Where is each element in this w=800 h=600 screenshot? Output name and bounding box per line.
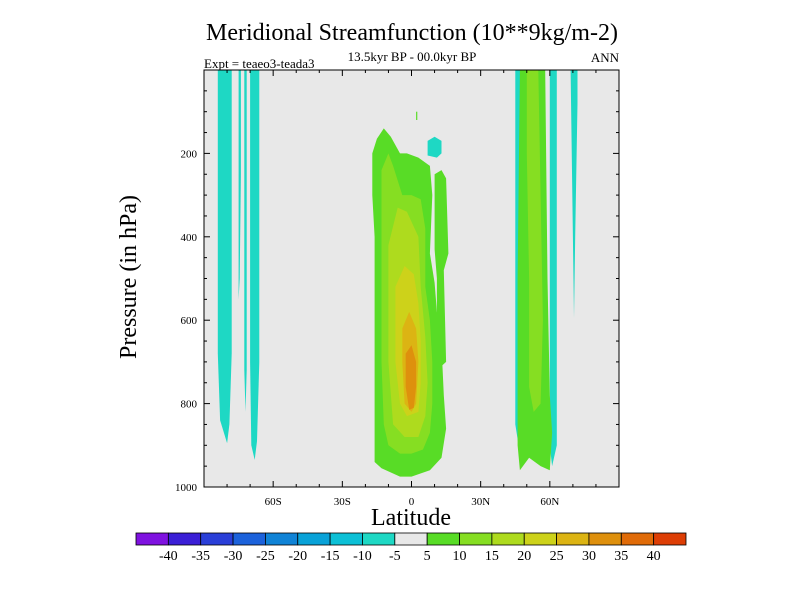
contour-region-cyan-sh-strip-1 xyxy=(217,70,232,444)
y-tick-label: 200 xyxy=(181,148,198,160)
colorbar: -40 -35 -30 -25 -20 -15 -10 -5 5 10 15 20 25 30 35 40 xyxy=(135,532,687,564)
colorbar-label: -20 xyxy=(288,549,307,564)
colorbar-swatch xyxy=(394,532,428,546)
contour-region-green-eq-notch xyxy=(434,170,449,371)
colorbar-swatch xyxy=(523,532,557,546)
colorbar-label: -10 xyxy=(353,549,372,564)
season-note: ANN xyxy=(591,50,620,65)
y-tick-label: 400 xyxy=(181,232,198,244)
colorbar-label: 10 xyxy=(453,549,467,564)
colorbar-label: -25 xyxy=(256,549,275,564)
colorbar-label: 20 xyxy=(517,549,531,564)
colorbar-label: -40 xyxy=(159,549,178,564)
x-tick-label: 30N xyxy=(471,496,490,508)
colorbar-swatch xyxy=(232,532,266,546)
colorbar-label: 15 xyxy=(485,549,499,564)
contour-region-lime-nh xyxy=(526,70,543,412)
y-tick-label: 800 xyxy=(181,399,198,411)
y-tick-label: 600 xyxy=(181,315,198,327)
colorbar-label: 25 xyxy=(550,549,564,564)
colorbar-label: -5 xyxy=(389,549,401,564)
colorbar-label: -35 xyxy=(191,549,210,564)
x-tick-label: 60S xyxy=(265,496,282,508)
colorbar-swatch xyxy=(556,532,590,546)
colorbar-swatch xyxy=(653,532,687,546)
colorbar-swatch xyxy=(265,532,299,546)
colorbar-swatch xyxy=(588,532,622,546)
contour-region-green-eq-top xyxy=(416,111,418,120)
colorbar-label: 30 xyxy=(582,549,596,564)
x-axis: 60S 30S 0 30N 60N xyxy=(203,70,620,508)
colorbar-swatch xyxy=(362,532,396,546)
colorbar-swatch xyxy=(329,532,363,546)
colorbar-swatch xyxy=(426,532,460,546)
colorbar-swatch xyxy=(167,532,202,546)
colorbar-swatch xyxy=(459,532,493,546)
colorbar-label: 5 xyxy=(424,549,431,564)
experiment-note: Expt = teaeo3-teada3 xyxy=(204,56,315,71)
colorbar-label: -30 xyxy=(224,549,243,564)
contour-region-cyan-sh-strip-3 xyxy=(244,70,247,412)
colorbar-swatch xyxy=(620,532,655,546)
contour-region-cyan-sh-strip-2 xyxy=(238,70,241,300)
colorbar-swatch xyxy=(200,532,234,546)
x-tick-label: 60N xyxy=(540,496,559,508)
colorbar-swatch xyxy=(491,532,525,546)
chart-title: Meridional Streamfunction (10**9kg/m-2) xyxy=(206,20,618,46)
colorbar-swatch xyxy=(297,532,331,546)
contour-region-cyan-nh-strip-3 xyxy=(570,70,578,319)
colorbar-label: 40 xyxy=(647,549,661,564)
colorbar-swatch xyxy=(135,532,169,546)
x-tick-label: 30S xyxy=(334,496,351,508)
colorbar-label: 35 xyxy=(614,549,628,564)
x-axis-label: Latitude xyxy=(371,505,451,531)
y-axis: 200 400 600 800 1000 xyxy=(175,69,619,494)
contour-region-cyan-eq-blob xyxy=(427,136,442,158)
y-axis-label: Pressure (in hPa) xyxy=(116,195,142,359)
contour-fills xyxy=(217,70,578,477)
x-tick-label: 0 xyxy=(409,496,415,508)
y-tick-label: 1000 xyxy=(175,482,198,494)
contour-region-orange-eq xyxy=(405,345,417,410)
colorbar-label: -15 xyxy=(321,549,340,564)
contour-region-cyan-nh-strip-2 xyxy=(549,70,557,467)
chart-subtitle: 13.5kyr BP - 00.0kyr BP xyxy=(348,49,477,64)
contour-region-cyan-sh-strip-4 xyxy=(250,70,260,460)
